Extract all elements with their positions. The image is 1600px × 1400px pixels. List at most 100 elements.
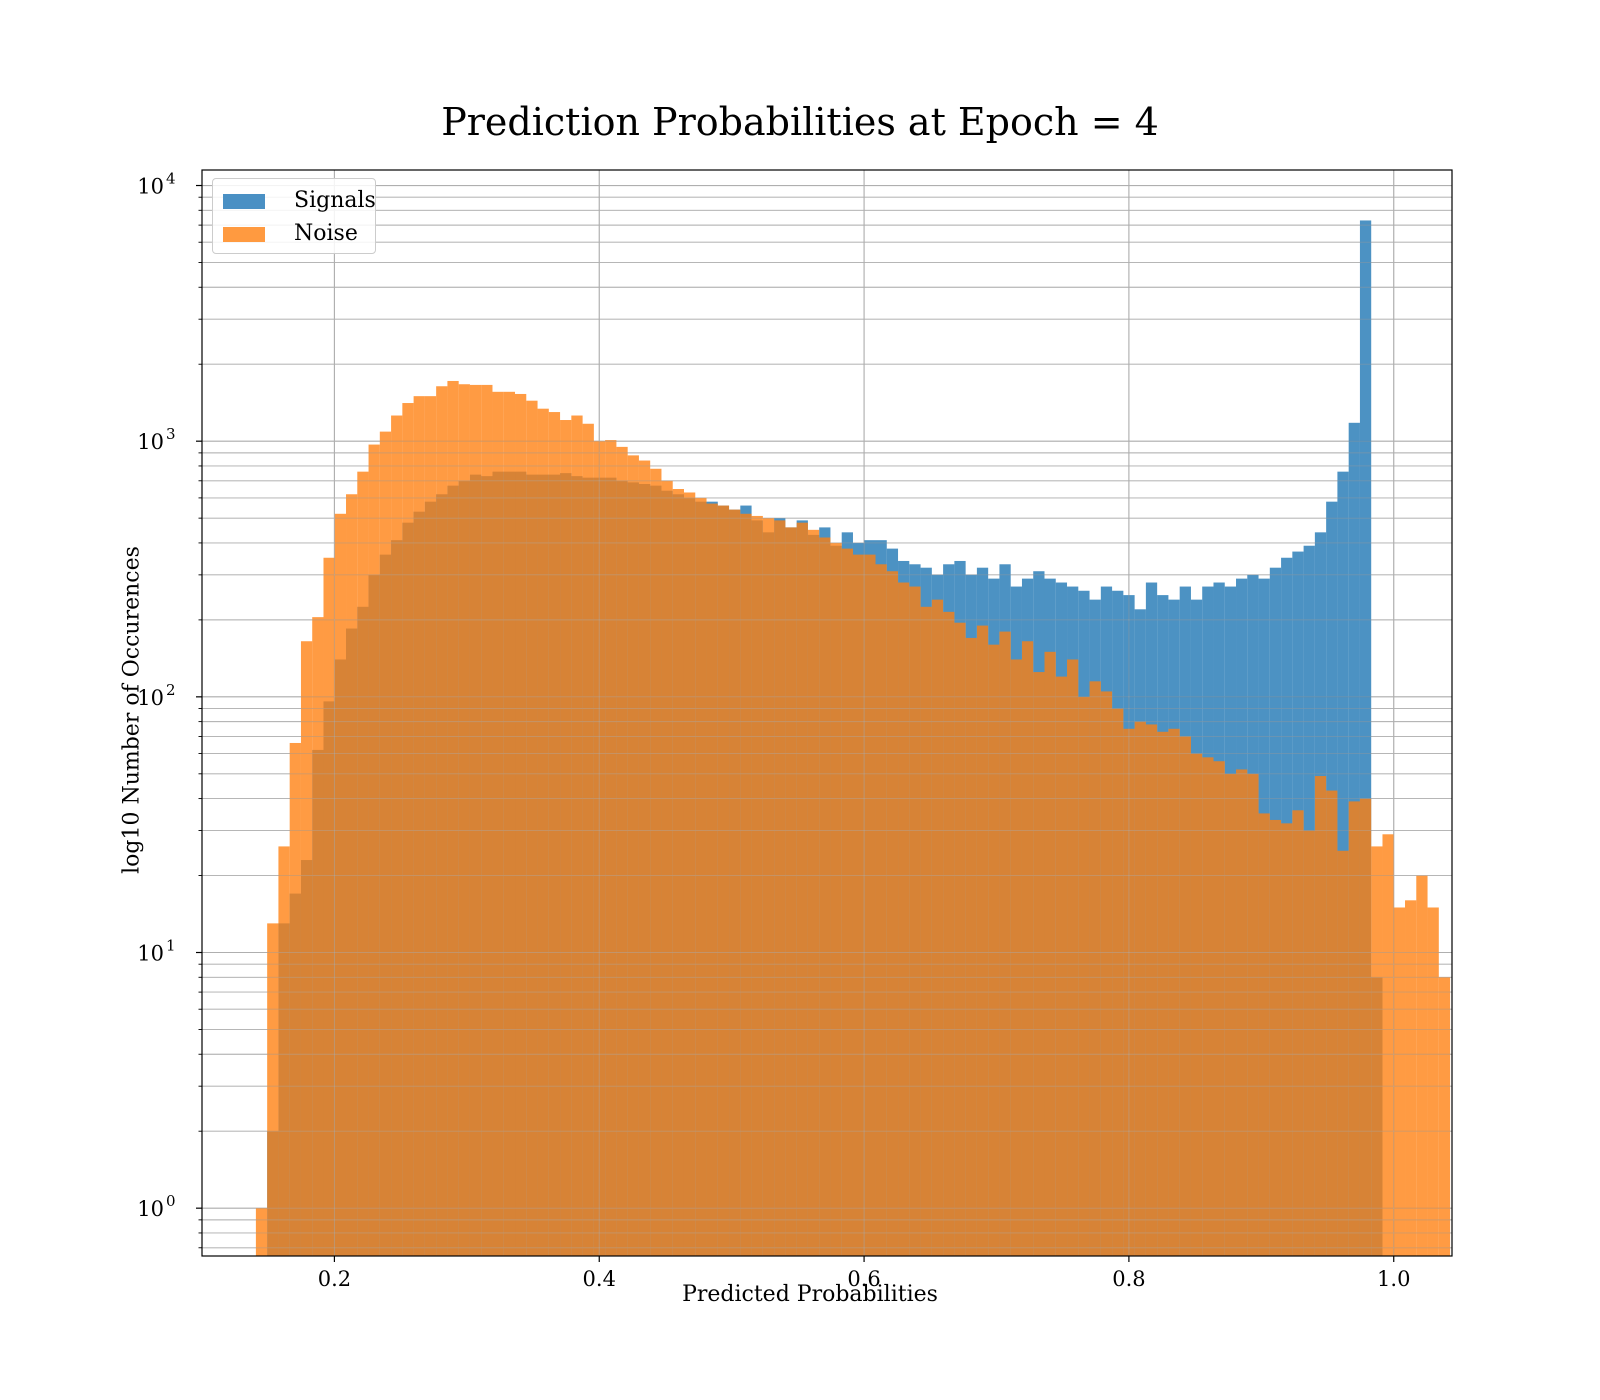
y-axis-label: log10 Number of Occurences <box>119 546 145 874</box>
noise-bar <box>267 923 279 1256</box>
noise-bar <box>469 384 482 1256</box>
noise-bar <box>289 742 301 1256</box>
noise-bar <box>751 515 763 1256</box>
noise-bar <box>593 441 606 1256</box>
noise-bar <box>391 415 403 1256</box>
noise-bar <box>1348 801 1360 1256</box>
noise-bar <box>1067 659 1079 1256</box>
noise-bar <box>278 846 290 1256</box>
noise-bar <box>988 644 1000 1256</box>
noise-bar <box>537 408 549 1256</box>
noise-bar <box>841 548 853 1256</box>
noise-bar <box>357 471 369 1256</box>
noise-bar <box>368 444 380 1256</box>
noise-bar <box>1033 672 1045 1256</box>
noise-bar <box>954 622 966 1256</box>
noise-bar <box>672 489 684 1256</box>
noise-bar <box>627 455 639 1256</box>
noise-bar <box>1168 728 1180 1256</box>
y-tick-exponent: 4 <box>166 170 176 188</box>
noise-bar <box>1145 724 1158 1256</box>
noise-bar <box>548 412 561 1256</box>
noise-bar <box>650 468 662 1256</box>
noise-bar <box>616 446 628 1256</box>
y-tick-exponent: 3 <box>166 425 176 443</box>
noise-bar <box>898 582 910 1256</box>
noise-bar <box>1021 641 1034 1256</box>
y-tick-exponent: 1 <box>166 937 176 955</box>
noise-bar <box>1112 708 1124 1256</box>
y-tick-label: 10 <box>137 1197 164 1221</box>
noise-bar <box>1100 691 1113 1256</box>
noise-bar <box>323 557 335 1256</box>
noise-bar <box>886 571 899 1256</box>
noise-bar <box>492 391 504 1256</box>
noise-bar <box>965 637 977 1256</box>
noise-bar <box>346 494 358 1256</box>
noise-bar <box>582 423 594 1256</box>
noise-bar <box>1044 651 1056 1256</box>
noise-bar <box>503 391 516 1256</box>
noise-bar <box>1281 823 1293 1256</box>
noise-bar <box>481 384 493 1256</box>
noise-bar <box>605 440 617 1256</box>
noise-bar <box>1303 830 1315 1256</box>
noise-bar <box>661 480 673 1256</box>
noise-bar <box>785 527 797 1256</box>
noise-bar <box>436 386 448 1256</box>
noise-bar <box>515 393 527 1256</box>
noise-bar <box>1202 757 1214 1256</box>
noise-bar <box>1269 819 1282 1256</box>
noise-bar <box>312 617 324 1256</box>
noise-bar <box>852 554 865 1256</box>
plot-frame <box>201 169 1453 1257</box>
noise-bar <box>1089 681 1101 1256</box>
noise-bar <box>717 505 730 1256</box>
noise-bar <box>864 554 876 1256</box>
legend-swatch-noise <box>223 227 265 242</box>
noise-bar <box>1337 850 1349 1256</box>
noise-bar <box>943 611 955 1256</box>
x-tick-label: 0.4 <box>583 1267 616 1291</box>
grid-overlay <box>202 170 1452 1256</box>
y-tick-label: 10 <box>137 942 164 966</box>
legend: Signals Noise <box>212 178 376 254</box>
legend-label-signals: Signals <box>294 188 376 213</box>
noise-bar <box>1416 875 1428 1256</box>
noise-bar <box>830 542 842 1256</box>
chart-title: Prediction Probabilities at Epoch = 4 <box>441 100 1159 144</box>
noise-bar <box>1258 813 1270 1256</box>
y-tick-label: 10 <box>137 175 164 199</box>
noise-bar <box>458 384 470 1256</box>
noise-bar <box>1055 676 1068 1256</box>
noise-bar <box>1326 790 1338 1256</box>
noise-bar <box>1438 977 1451 1256</box>
y-tick-exponent: 0 <box>166 1192 176 1210</box>
noise-bar <box>729 509 741 1256</box>
noise-bar <box>526 400 538 1256</box>
noise-bar <box>447 380 459 1256</box>
noise-bar <box>334 513 347 1256</box>
noise-bar <box>976 625 989 1256</box>
noise-bar <box>875 564 887 1256</box>
noise-bar <box>920 606 932 1256</box>
noise-bar <box>1078 696 1090 1256</box>
noise-bar <box>1405 900 1417 1256</box>
noise-bar <box>762 518 775 1256</box>
noise-bar <box>560 420 572 1256</box>
y-tick-label: 10 <box>137 686 164 710</box>
x-tick-label: 1.0 <box>1377 1267 1410 1291</box>
noise-bar <box>1359 798 1372 1256</box>
noise-bar <box>413 396 425 1256</box>
noise-bar <box>255 1208 268 1256</box>
y-tick-exponent: 2 <box>166 681 176 699</box>
noise-bar <box>774 520 786 1256</box>
noise-bar <box>1427 907 1439 1256</box>
noise-bar <box>1236 769 1248 1256</box>
noise-bar <box>1190 753 1203 1256</box>
noise-bar <box>300 641 313 1256</box>
noise-bar <box>1292 810 1304 1256</box>
noise-bar <box>1247 773 1259 1256</box>
